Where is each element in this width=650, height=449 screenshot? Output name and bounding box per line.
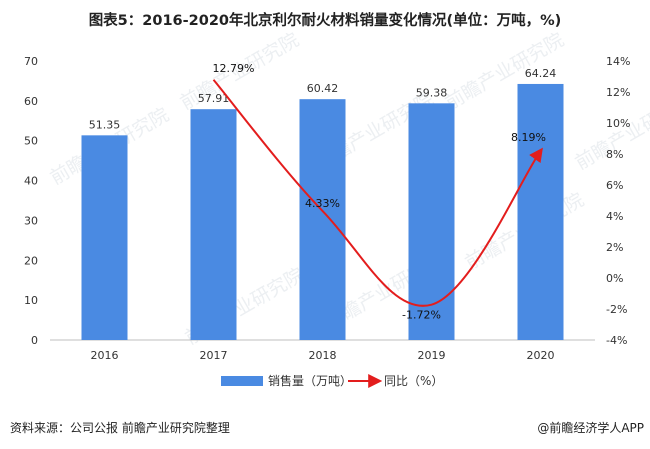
y-left-tick-label: 0: [31, 334, 38, 347]
y-left-tick-label: 10: [24, 294, 38, 307]
y-right-tick-label: 2%: [606, 241, 623, 254]
legend: 销售量（万吨） 同比（%）: [221, 373, 443, 388]
y-left-tick-label: 60: [24, 95, 38, 108]
line-data-label: -1.72%: [402, 309, 441, 322]
chart-title: 图表5：2016-2020年北京利尔耐火材料销量变化情况(单位：万吨，%): [88, 13, 562, 29]
y-right-tick-label: -4%: [606, 334, 627, 347]
legend-label-line: 同比（%）: [384, 374, 443, 388]
bar: [299, 99, 346, 341]
source-note: 资料来源：公司公报 前瞻产业研究院整理: [10, 421, 230, 435]
y-right-tick-label: 4%: [606, 210, 623, 223]
line-data-label: 8.19%: [511, 131, 546, 144]
bar: [517, 83, 564, 341]
bar-data-label: 64.24: [525, 67, 557, 80]
y-right-tick-label: 6%: [606, 179, 623, 192]
x-tick-label: 2016: [91, 349, 119, 362]
y-left-tick-label: 30: [24, 214, 38, 227]
bar: [190, 109, 237, 340]
line-series: 12.79% 4.33% -1.72% 8.19%: [213, 62, 546, 322]
y-right-tick-label: -2%: [606, 303, 627, 316]
bar-data-label: 57.91: [198, 92, 230, 105]
bar-data-label: 60.42: [307, 82, 339, 95]
y-left-tick-label: 40: [24, 175, 38, 188]
brand-credit: @前瞻经济学人APP: [537, 421, 644, 435]
y-right-tick-label: 14%: [606, 55, 630, 68]
legend-swatch-bar: [221, 376, 263, 386]
y-right-tick-label: 0%: [606, 272, 623, 285]
watermark-text: 前瞻产业研究院: [572, 89, 650, 175]
legend-label-bar: 销售量（万吨）: [268, 373, 352, 388]
line-data-label: 4.33%: [305, 197, 340, 210]
bar-data-label: 51.35: [89, 118, 121, 131]
y-right-tick-label: 8%: [606, 148, 623, 161]
y-left-tick-label: 20: [24, 254, 38, 267]
bar: [408, 103, 455, 341]
x-tick-label: 2020: [527, 349, 555, 362]
bar-series: 51.35 57.91 60.42 59.38 64.24: [81, 67, 564, 341]
x-tick-label: 2019: [418, 349, 446, 362]
y-left-tick-label: 50: [24, 135, 38, 148]
y-left-tick-label: 70: [24, 55, 38, 68]
bar-data-label: 59.38: [416, 86, 448, 99]
x-tick-label: 2017: [200, 349, 228, 362]
bar: [81, 135, 128, 340]
y-right-tick-label: 10%: [606, 117, 630, 130]
y-right-tick-label: 12%: [606, 86, 630, 99]
x-tick-label: 2018: [309, 349, 337, 362]
line-series-path: [212, 79, 543, 307]
line-data-label: 12.79%: [213, 62, 255, 75]
